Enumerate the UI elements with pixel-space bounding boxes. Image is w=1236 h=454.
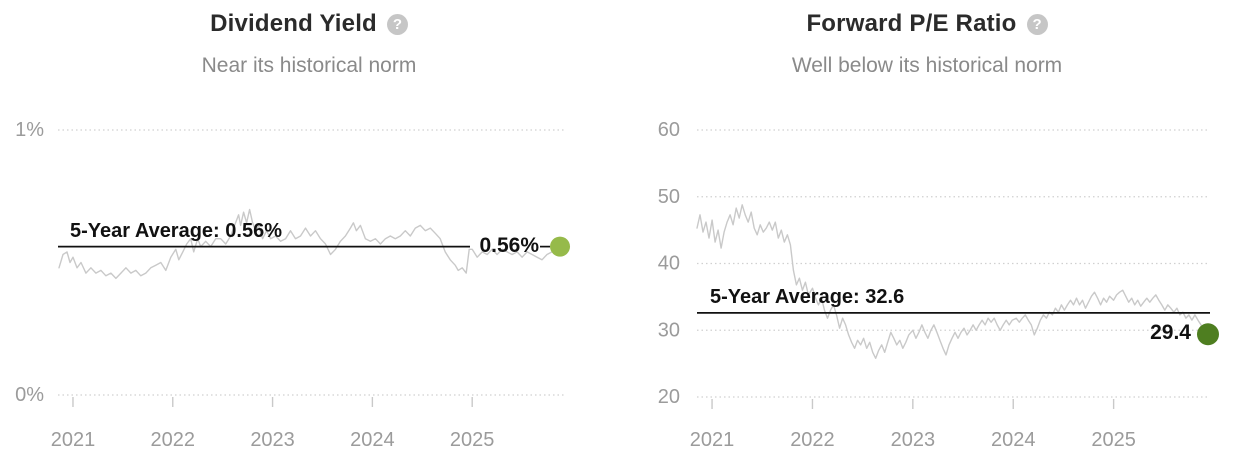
y-axis-label: 30 <box>658 319 680 341</box>
series-line <box>58 208 561 280</box>
x-axis-label: 2025 <box>1091 429 1136 451</box>
x-axis-label: 2021 <box>690 429 735 451</box>
x-axis-label: 2025 <box>450 429 495 451</box>
dividend-yield-chart-panel: Dividend Yield ? Near its historical nor… <box>0 6 618 451</box>
y-axis-label: 1% <box>15 119 44 141</box>
x-axis-label: 2022 <box>151 429 196 451</box>
help-icon[interactable]: ? <box>1026 13 1048 35</box>
chart-subtitle: Well below its historical norm <box>791 54 1063 77</box>
series-line <box>696 204 1209 360</box>
average-label: 5-Year Average: 32.6 <box>710 285 905 308</box>
chart-canvas: 1% 0% 2021 2022 2023 2024 2025 <box>15 119 571 451</box>
title-row: Dividend Yield ? <box>0 6 618 42</box>
page-title: Forward P/E Ratio <box>806 10 1017 37</box>
current-value-dot <box>1196 323 1219 346</box>
x-axis-label: 2024 <box>991 429 1036 451</box>
x-axis-label: 2023 <box>250 429 295 451</box>
x-axis-label: 2021 <box>51 429 96 451</box>
y-axis-label: 0% <box>15 384 44 406</box>
average-label: 5-Year Average: 0.56% <box>70 219 282 242</box>
chart-header: Forward P/E Ratio ? Well below its histo… <box>618 6 1236 78</box>
forward-pe-chart-panel: Forward P/E Ratio ? Well below its histo… <box>618 0 1236 454</box>
chart-subtitle: Near its historical norm <box>201 54 417 77</box>
current-value-dot <box>550 236 571 257</box>
y-axis-label: 60 <box>658 119 680 141</box>
y-axis-label: 50 <box>658 186 680 208</box>
help-icon[interactable]: ? <box>386 13 408 35</box>
chart-canvas: 60 50 40 30 20 2021 2022 2023 2024 2025 <box>658 119 1219 451</box>
x-axis-label: 2023 <box>891 429 936 451</box>
title-row: Forward P/E Ratio ? <box>618 6 1236 42</box>
x-axis-label: 2022 <box>790 429 835 451</box>
page-title: Dividend Yield <box>210 10 377 37</box>
x-axis-label: 2024 <box>350 429 395 451</box>
y-axis-label: 20 <box>658 386 680 408</box>
current-value-label: 0.56% <box>479 233 539 257</box>
chart-header: Dividend Yield ? Near its historical nor… <box>0 6 618 78</box>
current-value-label: 29.4 <box>1150 321 1191 345</box>
y-axis-label: 40 <box>658 253 680 275</box>
